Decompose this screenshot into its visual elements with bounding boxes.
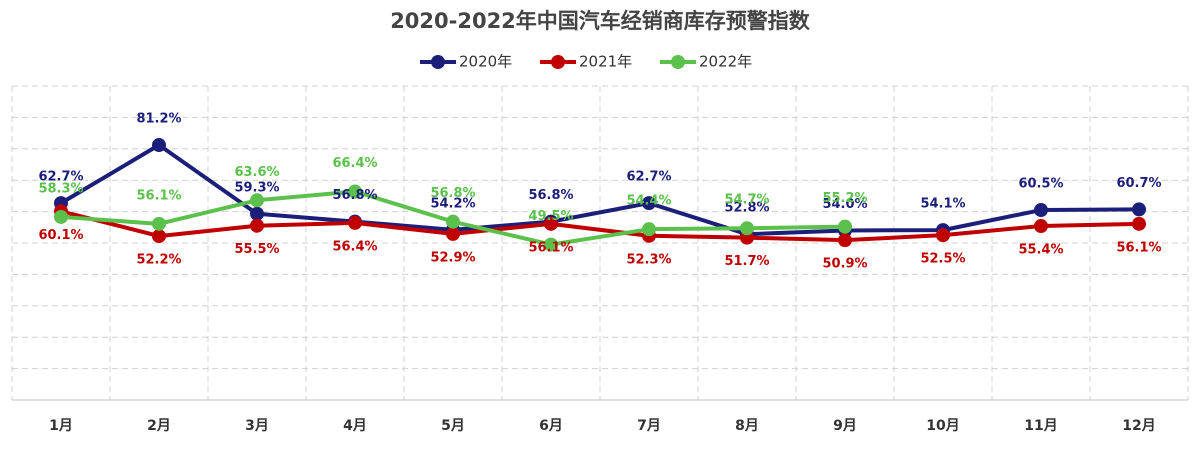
point: [1034, 203, 1048, 218]
point: [250, 218, 264, 233]
point: [348, 184, 362, 199]
point: [446, 226, 460, 241]
series-line: [60, 209, 1140, 243]
chart-title: 2020-2022年中国汽车经销商库存预警指数: [390, 9, 811, 33]
x-tick-label: 1月: [49, 418, 73, 434]
point: [838, 219, 852, 234]
point: [152, 138, 166, 153]
data-label: 56.8%: [528, 188, 573, 203]
data-label: 63.6%: [234, 165, 279, 180]
data-label: 52.8%: [724, 201, 769, 216]
data-label: 51.7%: [724, 254, 769, 269]
data-label: 55.5%: [234, 242, 279, 257]
legend-label: 2021年: [579, 53, 632, 71]
data-label: 56.1%: [528, 240, 573, 255]
data-label: 59.3%: [234, 180, 279, 195]
data-label: 55.2%: [822, 191, 867, 206]
x-tick-label: 10月: [926, 418, 959, 434]
data-label: 54.1%: [920, 197, 965, 212]
data-label: 54.2%: [430, 196, 475, 211]
point: [1034, 219, 1048, 234]
legend-label: 2020年: [459, 53, 512, 71]
data-label: 52.3%: [626, 252, 671, 267]
data-label: 52.5%: [920, 252, 965, 267]
data-label: 56.1%: [1116, 240, 1161, 255]
x-tick-label: 12月: [1122, 418, 1155, 434]
data-label: 60.5%: [1018, 177, 1063, 192]
point: [1132, 216, 1146, 231]
x-tick-label: 11月: [1024, 418, 1057, 434]
data-label: 56.4%: [332, 239, 377, 254]
point: [348, 215, 362, 230]
x-tick-label: 3月: [245, 418, 269, 434]
x-tick-label: 6月: [539, 418, 563, 434]
data-label: 49.5%: [528, 209, 573, 224]
point: [544, 216, 558, 231]
data-label: 54.0%: [822, 197, 867, 212]
data-label: 60.7%: [1116, 176, 1161, 191]
data-label: 66.4%: [332, 156, 377, 171]
point: [642, 196, 656, 211]
point: [740, 221, 754, 236]
legend-marker: [671, 55, 685, 69]
x-tick-label: 5月: [441, 418, 465, 434]
legend-marker: [431, 55, 445, 69]
legend-marker: [551, 55, 565, 69]
point: [936, 228, 950, 243]
data-label: 62.7%: [38, 170, 83, 185]
data-label: 54.4%: [626, 194, 671, 209]
point: [446, 214, 460, 229]
point: [250, 193, 264, 208]
data-label: 52.9%: [430, 250, 475, 265]
point: [152, 229, 166, 244]
x-tick-label: 7月: [637, 418, 661, 434]
data-label: 56.8%: [430, 186, 475, 201]
data-label: 58.3%: [38, 181, 83, 196]
point: [1132, 202, 1146, 217]
data-label: 62.7%: [626, 170, 671, 185]
data-label: 50.9%: [822, 257, 867, 272]
point: [54, 209, 68, 224]
data-label: 60.1%: [38, 228, 83, 243]
point: [152, 216, 166, 231]
point: [838, 233, 852, 248]
data-label: 55.4%: [1018, 243, 1063, 258]
data-label: 81.2%: [136, 112, 181, 127]
data-label: 54.7%: [724, 193, 769, 208]
x-tick-label: 8月: [735, 418, 759, 434]
x-tick-label: 4月: [343, 418, 367, 434]
x-tick-label: 9月: [833, 418, 857, 434]
point: [544, 237, 558, 252]
point: [250, 206, 264, 221]
x-tick-label: 2月: [147, 418, 171, 434]
legend-label: 2022年: [699, 53, 752, 71]
data-label: 52.2%: [136, 253, 181, 268]
data-label: 56.8%: [332, 188, 377, 203]
data-label: 56.1%: [136, 188, 181, 203]
point: [642, 222, 656, 237]
